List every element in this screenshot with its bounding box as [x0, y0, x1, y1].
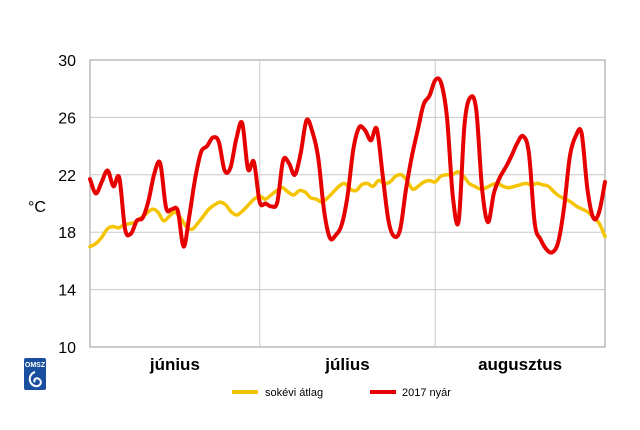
y-tick-label: 30 [58, 53, 76, 70]
logo-text: OMSZ [25, 362, 46, 369]
y-tick-label: 10 [58, 340, 76, 357]
omsz-logo: OMSZ [24, 358, 46, 390]
legend: sokévi átlag 2017 nyár [232, 387, 451, 399]
y-tick-label: 22 [58, 168, 76, 185]
y-tick-label: 14 [58, 283, 76, 300]
legend-label-avg: sokévi átlag [265, 387, 323, 399]
month-labels: június július augusztus [149, 355, 562, 374]
logo-swirl-icon [28, 371, 42, 388]
y-tick-label: 18 [58, 225, 76, 242]
month-label: augusztus [478, 355, 562, 374]
y-tick-label: 26 [58, 110, 76, 127]
month-label: július [324, 355, 369, 374]
legend-label-2017: 2017 nyár [402, 387, 451, 399]
y-axis-label: °C [28, 199, 46, 216]
y-axis-ticks: 10 14 18 22 26 30 [58, 53, 76, 357]
month-label: június [149, 355, 200, 374]
series-line-2017 [88, 76, 607, 255]
series-lines [88, 76, 607, 255]
